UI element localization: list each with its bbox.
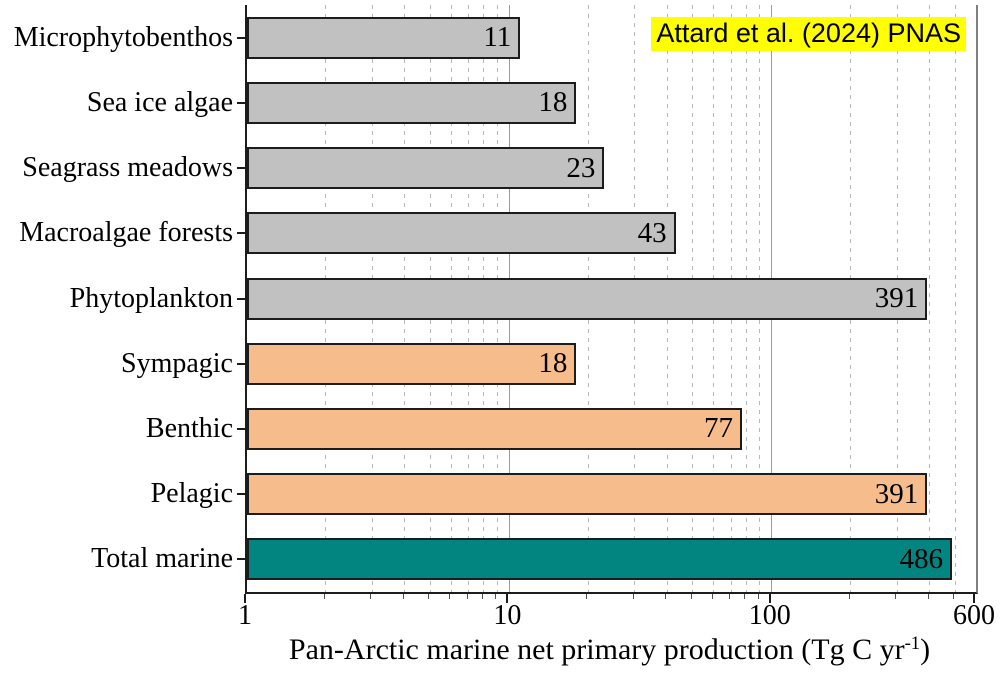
x-tick-major (244, 594, 246, 603)
x-tick-minor (370, 594, 372, 599)
x-tick-minor (690, 594, 692, 599)
x-tick-label-600: 600 (953, 600, 995, 631)
x-tick-label-100: 100 (748, 600, 791, 631)
x-tick-minor (757, 594, 759, 599)
y-axis-tick (237, 427, 245, 430)
bar-value-label: 18 (538, 347, 568, 380)
x-tick-minor (632, 594, 634, 599)
bar-value-label: 18 (538, 86, 568, 119)
bar-total-marine: 486 (247, 538, 952, 581)
gridline-minor (954, 5, 956, 592)
x-tick-minor (481, 594, 483, 599)
y-axis-tick (237, 493, 245, 496)
category-label-benthic: Benthic (145, 412, 233, 444)
category-label-microphytobenthos: Microphytobenthos (13, 21, 233, 53)
bar-value-label: 391 (874, 282, 919, 314)
y-axis-tick (237, 297, 245, 300)
x-tick-minor (428, 594, 430, 599)
bar-macroalgae-forests: 43 (247, 212, 676, 255)
x-tick-minor (895, 594, 896, 599)
x-tick-minor (323, 594, 325, 599)
x-axis-title-suffix: ) (920, 633, 931, 666)
bar-value-label: 391 (874, 477, 919, 510)
x-tick-minor (449, 594, 451, 599)
x-axis-title-text: Pan-Arctic marine net primary production… (288, 633, 905, 666)
x-tick-minor (729, 594, 731, 599)
bar-value-label: 77 (704, 412, 734, 445)
category-label-sea-ice-algae: Sea ice algae (86, 86, 233, 118)
bar-phytoplankton: 391 (247, 277, 928, 320)
category-label-total-marine: Total marine (91, 543, 233, 575)
y-axis-tick (237, 232, 245, 235)
y-axis-tick (237, 36, 245, 39)
bar-value-label: 43 (637, 216, 667, 249)
x-tick-minor (711, 594, 713, 599)
bar-value-label: 11 (483, 21, 512, 54)
x-tick-minor (586, 594, 588, 599)
bar-value-label: 486 (899, 542, 943, 575)
x-tick-label-1: 1 (238, 600, 252, 631)
x-tick-major (973, 594, 975, 603)
x-tick-minor (848, 594, 850, 599)
y-axis-tick (237, 167, 245, 170)
x-axis-title-superscript: -1 (904, 632, 921, 654)
plot-area: 11 18 23 43 391 18 77 391 486 (237, 5, 978, 594)
category-label-seagrass-meadows: Seagrass meadows (22, 152, 233, 184)
y-axis-tick (237, 101, 245, 104)
bar-pelagic: 391 (247, 473, 928, 516)
gridline-minor (929, 5, 931, 592)
x-tick-minor (466, 594, 468, 599)
bar-benthic: 77 (247, 407, 743, 450)
y-axis-tick (237, 558, 245, 561)
category-label-pelagic: Pelagic (150, 478, 233, 510)
category-label-macroalgae-forests: Macroalgae forests (19, 217, 233, 249)
bar-sympagic: 18 (247, 342, 577, 385)
bar-sea-ice-algae: 18 (247, 81, 577, 124)
source-annotation-text: Attard et al. (2024) PNAS (656, 18, 961, 48)
x-tick-minor (927, 594, 929, 599)
y-axis-tick (237, 362, 245, 365)
category-label-phytoplankton: Phytoplankton (69, 282, 233, 314)
bar-microphytobenthos: 11 (247, 16, 521, 59)
x-axis-title: Pan-Arctic marine net primary production… (245, 633, 974, 671)
x-tick-major (768, 594, 771, 603)
x-tick-minor (665, 594, 667, 599)
x-tick-minor (402, 594, 404, 599)
x-tick-minor (953, 594, 955, 599)
source-annotation: Attard et al. (2024) PNAS (651, 17, 966, 51)
bar-value-label: 23 (566, 151, 596, 184)
x-tick-major (506, 594, 509, 603)
category-label-sympagic: Sympagic (121, 347, 233, 379)
x-tick-label-10: 10 (493, 600, 522, 631)
x-tick-minor (495, 594, 497, 599)
x-tick-minor (744, 594, 746, 599)
bar-seagrass-meadows: 23 (247, 147, 605, 190)
